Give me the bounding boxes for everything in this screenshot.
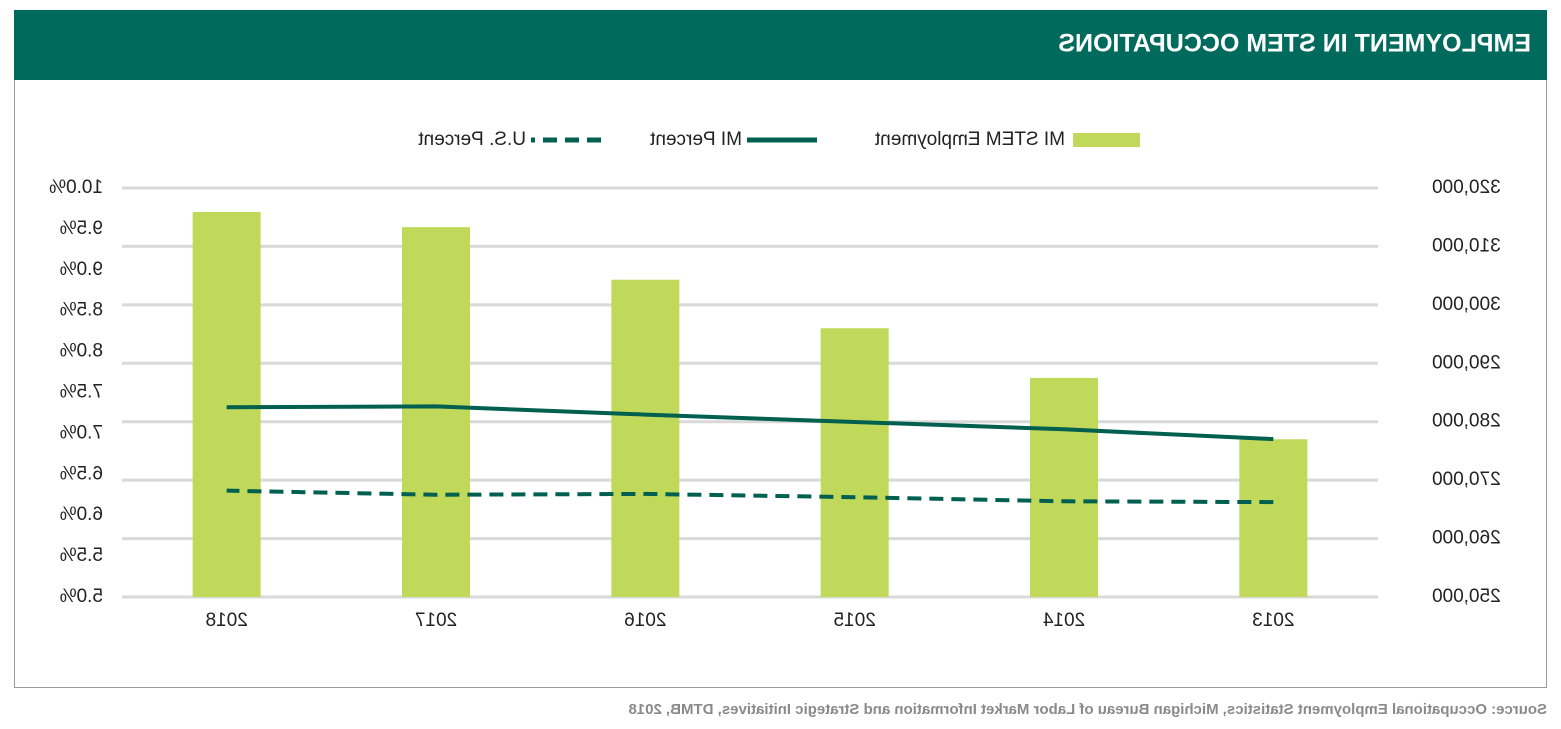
y-tick-label: 270,000 — [1432, 469, 1501, 490]
chart-title: EMPLOYMENT IN STEM OCCUPATIONS — [1058, 30, 1531, 58]
line — [226, 404, 1274, 442]
legend-label: MI Percent — [649, 129, 742, 150]
x-tick-label: 2017 — [415, 610, 457, 631]
y2-tick-label: 8.5% — [60, 300, 103, 321]
x-tick-label: 2013 — [1252, 610, 1294, 631]
legend-label: MI STEM Employment — [874, 129, 1065, 150]
bar — [611, 279, 680, 597]
y2-tick-label: 8.0% — [60, 341, 103, 362]
y2-tick-label: 5.5% — [60, 545, 103, 566]
y-tick-label: 310,000 — [1432, 235, 1501, 256]
y-tick-label: 300,000 — [1432, 294, 1501, 315]
y2-tick-label: 6.0% — [60, 504, 103, 525]
y2-tick-label: 6.5% — [60, 463, 103, 484]
x-tick-label: 2016 — [624, 610, 666, 631]
bar — [402, 227, 470, 597]
bar — [192, 211, 261, 597]
title-banner — [14, 10, 1547, 80]
x-tick-label: 2015 — [834, 610, 876, 631]
y2-tick-label: 10.0% — [49, 177, 103, 198]
y2-tick-label: 5.0% — [60, 586, 103, 607]
x-tick-label: 2018 — [206, 610, 248, 631]
y2-tick-label: 7.0% — [60, 422, 103, 443]
y-tick-label: 260,000 — [1432, 528, 1501, 549]
bar — [1030, 377, 1098, 597]
y2-tick-label: 7.5% — [60, 382, 103, 403]
bar — [1239, 439, 1308, 597]
legend-swatch — [1073, 133, 1140, 147]
source-note: Source: Occupational Employment Statisti… — [628, 701, 1547, 718]
bar — [820, 328, 889, 597]
y-tick-label: 320,000 — [1432, 177, 1501, 198]
y-tick-label: 290,000 — [1432, 352, 1501, 373]
x-tick-label: 2014 — [1042, 610, 1085, 631]
legend-label: U.S. Percent — [418, 129, 526, 150]
y-tick-label: 280,000 — [1432, 411, 1501, 432]
y-tick-label: 250,000 — [1432, 586, 1501, 607]
y2-tick-label: 9.0% — [60, 259, 103, 280]
y2-tick-label: 9.5% — [60, 218, 103, 239]
